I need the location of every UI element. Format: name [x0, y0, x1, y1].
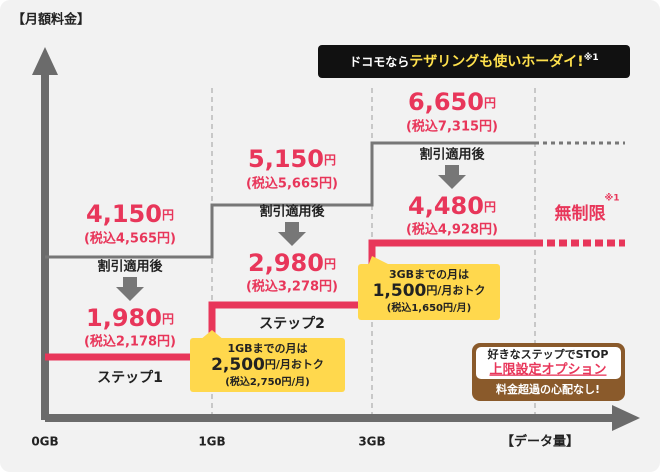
callout-amount-unit: 円/月おトク	[426, 284, 485, 297]
down-arrow	[116, 277, 144, 301]
discounted-price: 1,980円	[86, 304, 174, 332]
banner-text: ドコモならテザリングも使いホーダイ!※1	[349, 52, 598, 71]
base-price-tax: (税込7,315円)	[406, 119, 498, 135]
base-price-amount: 6,650	[408, 88, 484, 116]
callout-amount: 2,500円/月おトク	[211, 355, 324, 375]
discounted-price: 2,980円	[248, 249, 336, 277]
callout	[190, 338, 345, 392]
option-name: 上限設定オプション	[489, 362, 606, 378]
banner-note: ※1	[584, 52, 599, 63]
callout-tax: (税込1,650円/月)	[387, 301, 471, 314]
base-price-amount: 5,150	[248, 145, 324, 173]
currency: 円	[484, 96, 496, 110]
callout-tail	[368, 256, 392, 266]
discounted-price: 4,480円	[408, 192, 496, 220]
base-price-amount: 4,150	[86, 200, 162, 228]
option-line3: 料金超過の心配なし!	[496, 382, 600, 396]
banner-prefix: ドコモなら	[349, 55, 409, 69]
y-axis-label: 【月額料金】	[12, 12, 90, 28]
callouts: 1GBまでの月は2,500円/月おトク(税込2,750円/月)3GBまでの月は1…	[190, 256, 500, 392]
callout-amount-unit: 円/月おトク	[265, 358, 324, 371]
discounted-price-amount: 4,480	[408, 192, 484, 220]
base-price-tax: (税込5,665円)	[246, 176, 338, 192]
callout-amount-value: 2,500	[211, 355, 265, 375]
x-axis-arrow	[612, 405, 640, 431]
unlimited-label: 無制限	[555, 203, 606, 224]
base-price-tax: (税込4,565円)	[84, 231, 176, 247]
discounted-price-tax: (税込2,178円)	[84, 334, 176, 350]
banner-highlight: テザリングも使いホーダイ!	[409, 53, 583, 70]
callout	[358, 264, 500, 320]
unlimited-note: ※1	[604, 193, 619, 204]
callout-line1: 3GBまでの月は	[389, 268, 469, 281]
callout-tax: (税込2,750円/月)	[225, 375, 309, 388]
currency: 円	[324, 257, 336, 271]
currency: 円	[484, 200, 496, 214]
callout-tail	[200, 330, 224, 340]
step-label: ステップ1	[97, 370, 163, 386]
x-tick-label: 0GB	[31, 435, 58, 449]
banner	[318, 45, 630, 78]
option-box-inner	[476, 347, 621, 379]
y-axis-arrow	[32, 47, 58, 75]
down-arrow	[438, 165, 466, 189]
base-price: 6,650円	[408, 88, 496, 116]
discount-label: 割引適用後	[419, 147, 485, 163]
x-axis-label: 【データ量】	[501, 434, 579, 450]
discounted-price-amount: 1,980	[86, 304, 162, 332]
base-price: 5,150円	[248, 145, 336, 173]
discounted-price-tax: (税込3,278円)	[246, 279, 338, 295]
currency: 円	[162, 208, 174, 222]
steps: 4,150円(税込4,565円)割引適用後1,980円(税込2,178円)5,1…	[84, 88, 498, 350]
down-arrow	[278, 222, 306, 246]
currency: 円	[162, 312, 174, 326]
discount-label: 割引適用後	[259, 204, 325, 220]
callout-line1: 1GBまでの月は	[227, 342, 307, 355]
x-tick-label: 1GB	[198, 435, 225, 449]
currency: 円	[324, 153, 336, 167]
callout-amount: 1,500円/月おトク	[373, 281, 486, 301]
step-label: ステップ2	[259, 316, 325, 332]
x-tick-label: 3GB	[358, 435, 385, 449]
discounted-price-tax: (税込4,928円)	[406, 222, 498, 238]
discounted-price-amount: 2,980	[248, 249, 324, 277]
callout-amount-value: 1,500	[373, 281, 427, 301]
option-line1: 好きなステップでSTOP	[487, 347, 609, 361]
discount-label: 割引適用後	[97, 259, 163, 275]
discount-price-line	[45, 239, 535, 361]
base-price: 4,150円	[86, 200, 174, 228]
base-price-line	[45, 141, 535, 259]
